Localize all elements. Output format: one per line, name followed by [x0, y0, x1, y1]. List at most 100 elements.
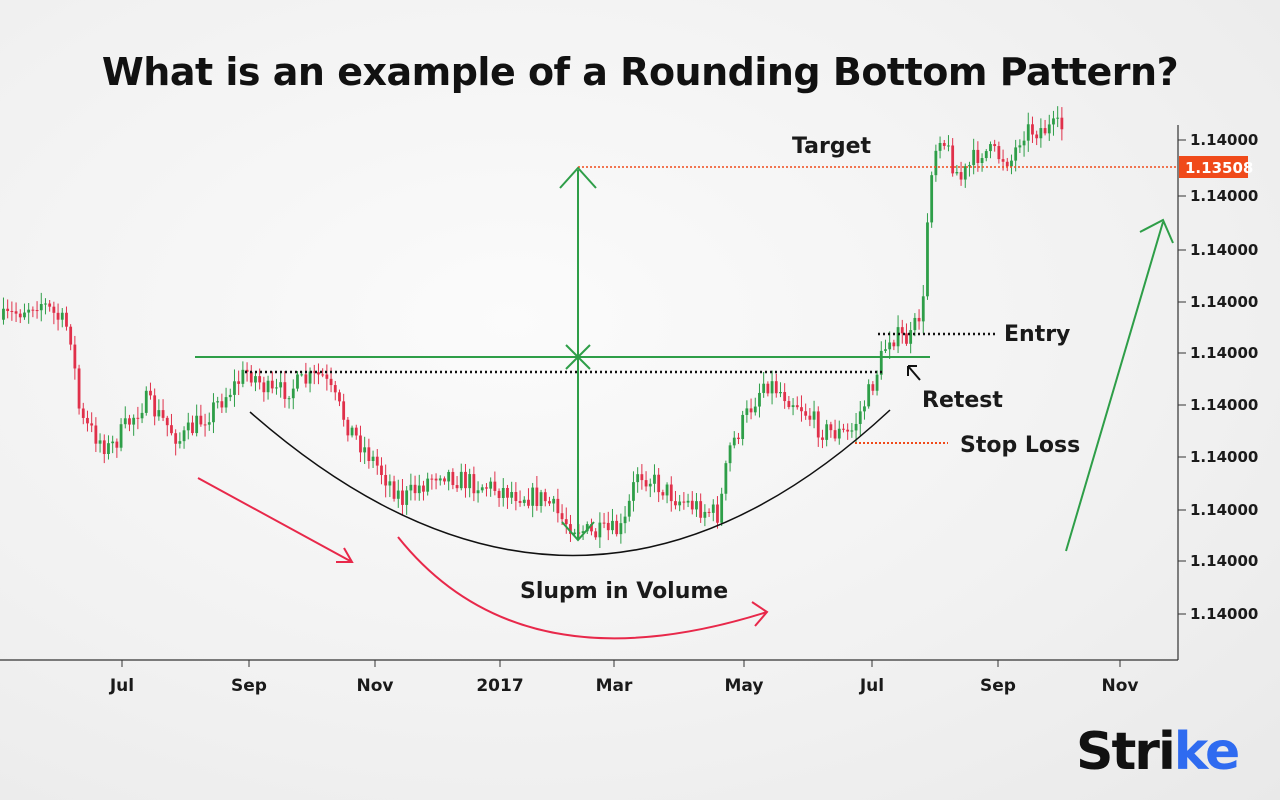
y-tick-label: 1.14000 [1190, 344, 1258, 362]
candle [1035, 134, 1039, 139]
cross-mark [565, 344, 591, 370]
candle [695, 501, 698, 510]
candle [455, 485, 459, 489]
candle [392, 481, 396, 499]
candle [779, 392, 782, 394]
candle [241, 369, 245, 384]
candle [27, 309, 31, 313]
candle [900, 327, 904, 334]
candle [539, 492, 543, 506]
candle [501, 487, 505, 498]
candle [60, 312, 64, 320]
page-title: What is an example of a Rounding Bottom … [101, 50, 1179, 94]
candle [350, 427, 354, 436]
candle [102, 440, 106, 455]
candle [1047, 124, 1051, 134]
candle [825, 424, 829, 440]
candle [728, 445, 732, 464]
candle [329, 378, 333, 386]
candle [560, 513, 564, 520]
candle [48, 303, 52, 307]
x-tick-label: May [725, 676, 764, 696]
candle [716, 504, 719, 523]
candle [506, 487, 509, 498]
candle [581, 531, 585, 534]
x-tick-label: Nov [357, 676, 394, 696]
candle [766, 383, 770, 394]
strike-logo: Strike [1076, 722, 1240, 782]
candle [1001, 159, 1005, 162]
candle [216, 401, 220, 403]
candle [191, 422, 194, 434]
candle [434, 478, 438, 481]
candle [1022, 140, 1026, 146]
candle [287, 398, 291, 400]
candle [930, 175, 934, 223]
candle [896, 327, 900, 347]
candle [795, 405, 799, 408]
candle [262, 382, 266, 393]
candle [165, 417, 169, 426]
x-tick-label: 2017 [476, 676, 523, 696]
candle [951, 145, 955, 174]
candle [14, 311, 18, 314]
candle [518, 501, 522, 503]
candle [1060, 117, 1064, 130]
candle [447, 471, 451, 482]
candle [783, 392, 787, 402]
candle [212, 402, 215, 423]
candle [980, 158, 984, 163]
candle [527, 499, 530, 506]
candle [812, 411, 816, 420]
candle [867, 384, 871, 407]
candle [884, 349, 887, 351]
candle [489, 481, 493, 489]
candle [556, 498, 560, 514]
candle [480, 487, 484, 491]
candle [170, 425, 173, 434]
candle [1026, 124, 1030, 141]
candle [741, 414, 745, 440]
candle [52, 306, 56, 313]
candle [972, 149, 976, 166]
candle [548, 501, 551, 504]
candle [623, 516, 627, 524]
y-ticks: 1.14000 1.14000 1.14000 1.14000 1.14000 1.140… [1178, 131, 1258, 623]
candle [384, 475, 388, 486]
candle [472, 474, 476, 494]
candle [476, 490, 480, 494]
candle [703, 511, 707, 518]
candle [65, 312, 68, 327]
candle [375, 456, 379, 466]
candle [917, 317, 921, 322]
candle [430, 478, 434, 480]
candle [1056, 117, 1060, 119]
candle [56, 312, 60, 320]
candle [405, 490, 409, 505]
candle [312, 371, 316, 373]
candle [2, 308, 5, 320]
candle [123, 418, 127, 425]
y-tick-label: 1.14000 [1190, 241, 1258, 259]
candle [493, 481, 497, 491]
candle [619, 523, 623, 535]
candle [573, 532, 577, 534]
candle [875, 374, 879, 391]
candle [73, 344, 77, 369]
candle [413, 484, 417, 494]
candle [119, 424, 123, 448]
candle [237, 381, 241, 384]
candle [451, 471, 455, 486]
decline-arrow [197, 477, 354, 563]
candle [648, 483, 652, 487]
candle [249, 371, 253, 383]
candle [854, 423, 858, 431]
candle [81, 408, 85, 418]
candle [111, 441, 115, 444]
candle [380, 465, 383, 476]
candle [598, 522, 602, 538]
candle [98, 440, 102, 444]
candle [464, 471, 467, 489]
candle [300, 374, 304, 376]
candle [678, 501, 682, 506]
